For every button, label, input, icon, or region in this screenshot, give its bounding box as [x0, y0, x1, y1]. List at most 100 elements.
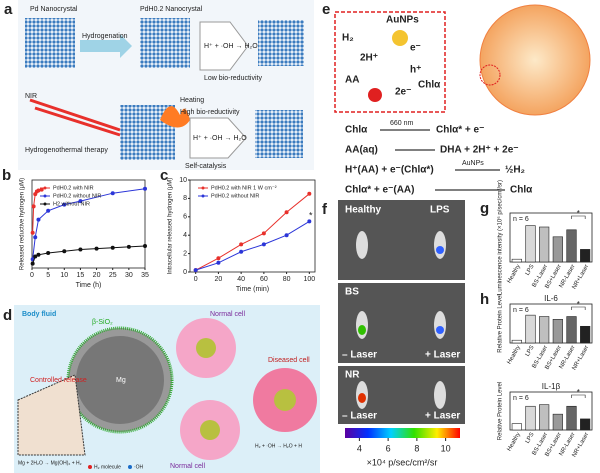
legend-marker: [88, 465, 92, 469]
y-axis-label: Released reductive hydrogen (μM): [20, 178, 26, 270]
colorbar: [345, 428, 460, 438]
x-tick-label: 10: [60, 272, 68, 279]
legend-label: PdH0.2 with NIR 1 W cm⁻²: [211, 185, 277, 191]
significance-bracket: [571, 306, 586, 310]
data-point: [31, 204, 36, 209]
colorbar-tick-label: 8: [414, 443, 419, 453]
y-tick-label: 4: [183, 232, 187, 239]
data-point: [110, 245, 115, 250]
data-point: [94, 246, 99, 251]
label: AuNPs: [386, 15, 419, 26]
y-tick-label: 10: [179, 177, 187, 184]
data-point: [193, 268, 198, 273]
note: n = 6: [513, 216, 529, 223]
label: Low bio-reductivity: [204, 75, 262, 82]
colorbar-tick-label: 6: [386, 443, 391, 453]
y-tick-label: 2: [183, 250, 187, 257]
y-tick-label: 0: [183, 269, 187, 276]
bar: [511, 258, 522, 263]
inset-box: [334, 11, 446, 113]
bar: [511, 423, 522, 431]
x-tick-label: 20: [215, 276, 223, 283]
y-axis-label: Relative Protein Level: [498, 294, 504, 352]
eq-right: Chlα* + e⁻: [436, 125, 484, 136]
data-point: [143, 244, 147, 248]
label: NR: [345, 370, 360, 381]
bar: [552, 413, 563, 431]
y-tick-label: 8: [183, 195, 187, 202]
data-point: [46, 251, 51, 256]
legend-marker: [43, 194, 47, 198]
x-tick-label: 20: [93, 272, 101, 279]
annotation: *: [577, 300, 580, 309]
series-line: [195, 220, 310, 271]
label: Hydrogenation: [82, 33, 128, 40]
data-point: [126, 244, 131, 249]
legend-label: PdH0.2 without NIR: [211, 193, 259, 199]
mouse: [356, 231, 368, 259]
label: High bio-reductivity: [180, 109, 240, 116]
panel-d: d Body fluid Mg β-SiO₂ Controlled releas…: [3, 305, 320, 473]
reaction: H⁺ + ·OH → H₂O: [204, 43, 258, 50]
label: 2e⁻: [395, 87, 411, 98]
bar: [580, 418, 591, 431]
arrow: [80, 34, 132, 58]
label: Healthy: [345, 205, 382, 216]
label: H₂: [342, 33, 354, 44]
nucleus: [200, 420, 220, 440]
x-tick-label: 35: [141, 272, 149, 279]
label: e⁻: [410, 43, 421, 54]
colorbar-tick-label: 4: [357, 443, 362, 453]
data-point: [307, 191, 312, 196]
data-point: [239, 249, 244, 254]
label: β-SiO₂: [92, 319, 113, 326]
label: – Laser: [342, 411, 377, 422]
x-tick-label: 0: [194, 276, 198, 283]
x-tick-label: 5: [46, 272, 50, 279]
note: n = 6: [513, 307, 529, 314]
gold-np: [392, 30, 408, 46]
x-tick-label: Healthy: [507, 264, 522, 285]
mouse: [434, 231, 446, 259]
cube: [140, 18, 190, 68]
reaction: H⁺ + ·OH → H₂O: [193, 135, 247, 142]
panel-e: e AuNPs H₂ 2H⁺ e⁻ h⁺ Chlα AA 2e⁻ Chlα 66…: [322, 1, 591, 196]
eq-right: Chlα: [510, 185, 533, 196]
bar: [552, 236, 563, 263]
data-point: [46, 208, 51, 213]
x-tick-label: 60: [260, 276, 268, 283]
series-line: [32, 188, 146, 260]
legend-marker: [128, 465, 132, 469]
eq-right: ½H₂: [505, 165, 525, 176]
arrow: [189, 117, 247, 159]
flame: [160, 106, 190, 128]
legend-marker: [43, 202, 47, 206]
data-point: [33, 254, 38, 259]
chart-title: IL-1β: [542, 382, 561, 391]
legend-label: H2 without NIR: [53, 201, 90, 207]
bar: [525, 405, 536, 431]
label: LPS: [430, 205, 450, 216]
x-tick-label: 40: [237, 276, 245, 283]
data-point: [110, 191, 115, 196]
y-tick-label: 6: [183, 214, 187, 221]
label: Body fluid: [22, 311, 56, 318]
label: Hydrogenothermal therapy: [25, 147, 108, 154]
bar: [539, 404, 550, 431]
note: n = 6: [513, 395, 529, 402]
panel-letter: b: [2, 167, 11, 184]
label: Chlα: [418, 80, 441, 91]
legend-label: H₂ molecule: [94, 464, 121, 470]
data-point: [78, 247, 83, 252]
y-axis-label: Relative Protein Level: [498, 382, 504, 440]
eq-left: H⁺(AA) + e⁻(Chlα*): [345, 165, 434, 176]
data-point: [62, 202, 67, 207]
cube: [25, 18, 75, 68]
reaction: Mg + 2H₂O → Mg(OH)₂ + H₂: [18, 460, 82, 466]
x-tick-label: Healthy: [507, 432, 522, 453]
x-tick-label: 80: [283, 276, 291, 283]
label: Heating: [180, 97, 204, 104]
laser: [29, 98, 121, 137]
zoom: [17, 374, 86, 456]
label: PdH0.2 Nanocrystal: [140, 6, 203, 13]
